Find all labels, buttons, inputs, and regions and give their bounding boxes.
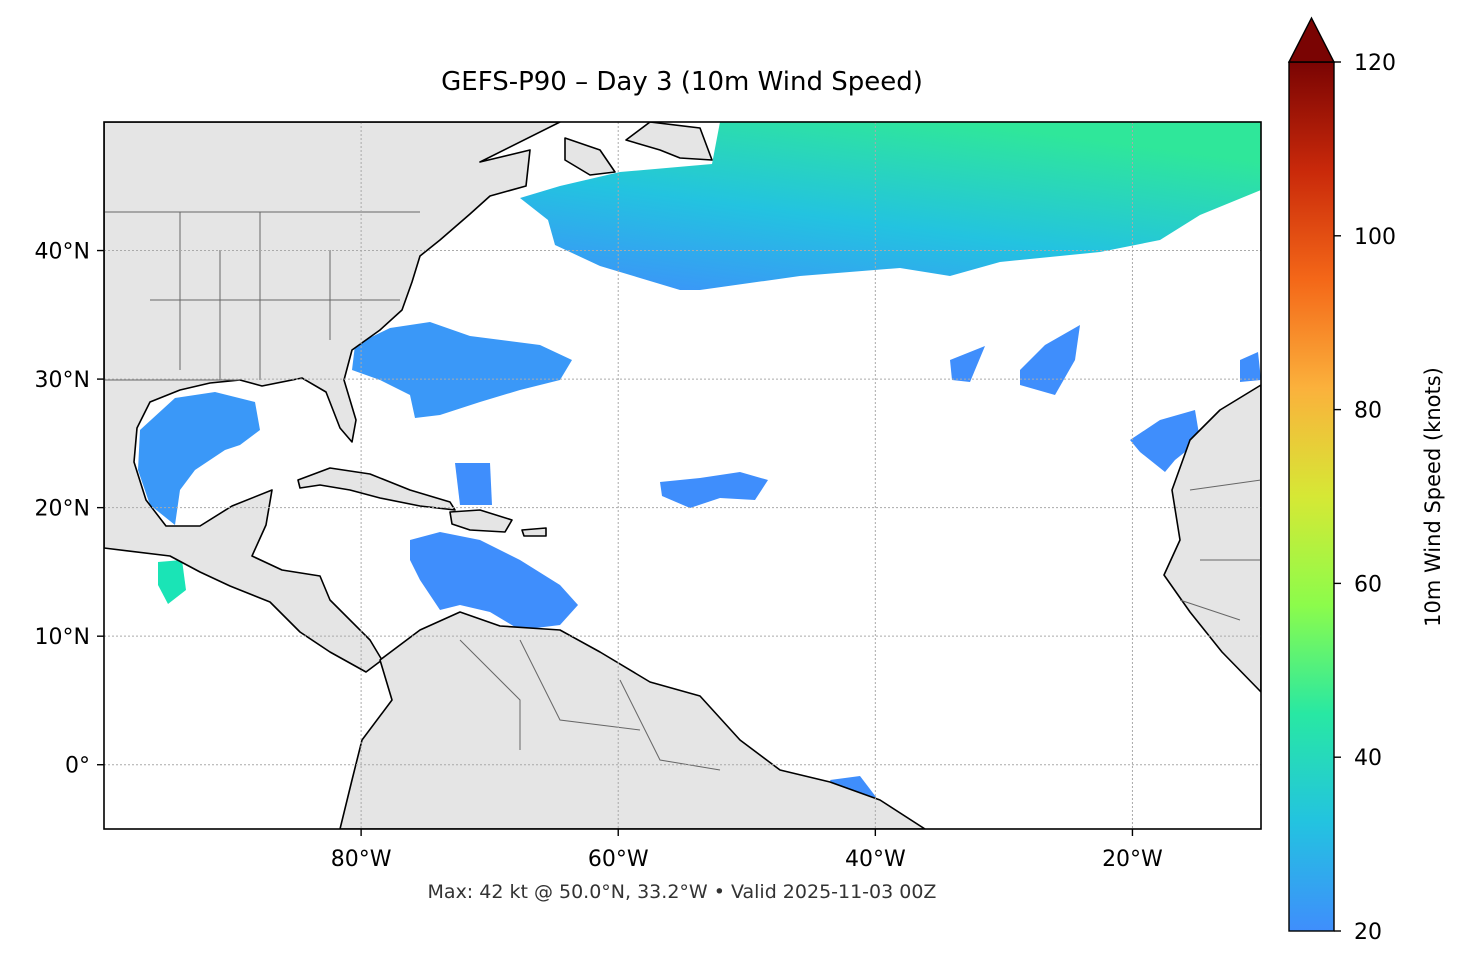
x-tick-label: 60°W bbox=[588, 847, 649, 872]
y-tick-label: 10°N bbox=[35, 625, 90, 650]
wind-field bbox=[104, 122, 1261, 800]
colorbar-extend bbox=[1287, 16, 1336, 63]
colorbar-tick-label: 120 bbox=[1354, 51, 1396, 76]
colorbar-label: 10m Wind Speed (knots) bbox=[1421, 367, 1445, 627]
y-tick-label: 30°N bbox=[35, 368, 90, 393]
colorbar bbox=[1288, 61, 1335, 932]
colorbar-tick-label: 20 bbox=[1354, 920, 1382, 945]
y-tick-label: 20°N bbox=[35, 497, 90, 522]
map-layer bbox=[104, 122, 1261, 829]
plot-frame bbox=[103, 121, 1262, 830]
x-tick-label: 20°W bbox=[1102, 847, 1163, 872]
y-tick-label: 0° bbox=[65, 754, 90, 779]
footer: Max: 42 kt @ 50.0°N, 33.2°W • Valid 2025… bbox=[428, 881, 937, 903]
colorbar-tick-label: 80 bbox=[1354, 399, 1382, 424]
colorbar-tick-label: 40 bbox=[1354, 746, 1382, 771]
colorbar-tick-label: 60 bbox=[1354, 572, 1382, 597]
borders bbox=[104, 211, 1261, 771]
x-tick-label: 80°W bbox=[331, 847, 392, 872]
y-tick-label: 40°N bbox=[35, 240, 90, 265]
chart-title: GEFS-P90 – Day 3 (10m Wind Speed) bbox=[441, 67, 923, 97]
colorbar-tick-label: 100 bbox=[1354, 225, 1396, 250]
grid-layer bbox=[104, 122, 1261, 829]
x-tick-label: 40°W bbox=[845, 847, 906, 872]
